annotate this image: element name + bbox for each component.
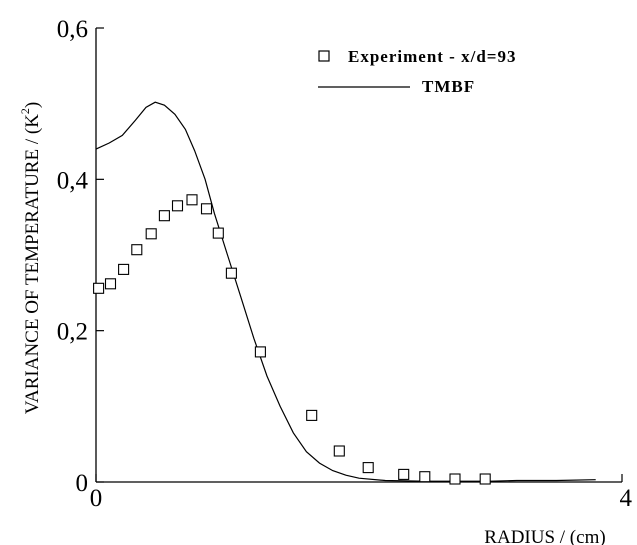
experiment-point [93, 282, 105, 294]
y-tick-label: 0,2 [57, 319, 88, 346]
experiment-point [131, 244, 143, 256]
legend-label-experiment: Experiment - x/d=93 [348, 47, 516, 66]
experiment-point [171, 200, 184, 212]
experiment-point [333, 445, 345, 457]
experiment-point [186, 194, 198, 206]
experiment-point [306, 409, 318, 421]
experiment-series [93, 194, 491, 485]
experiment-point [104, 278, 117, 290]
experiment-point [118, 263, 130, 275]
tmbf-line [95, 101, 596, 482]
x-tick-label: 4 [620, 485, 633, 512]
experiment-point [212, 227, 224, 239]
experiment-point [362, 462, 374, 474]
legend-marker-experiment [318, 50, 330, 62]
y-tick-label: 0,6 [57, 16, 88, 43]
y-tick-label: 0,4 [57, 167, 89, 194]
experiment-point [200, 203, 213, 215]
y-tick-label: 0 [76, 470, 89, 497]
x-axis-title: RADIUS / (cm) [484, 527, 605, 545]
experiment-point [479, 473, 491, 485]
x-tick-label: 0 [90, 485, 103, 512]
experiment-point [254, 346, 266, 358]
experiment-point [145, 228, 157, 240]
tmbf-series [95, 101, 596, 482]
experiment-point [449, 473, 461, 485]
experiment-point [398, 468, 410, 480]
experiment-point [158, 210, 170, 222]
experiment-point [225, 267, 237, 279]
experiment-point [419, 471, 431, 483]
legend: Experiment - x/d=93 TMBF [318, 47, 516, 96]
legend-label-tmbf: TMBF [422, 77, 475, 96]
axis-ticks: 0 0,2 0,4 0,6 0 4 [57, 16, 633, 512]
y-axis-title: VARIANCE OF TEMPERATURE / (K2) [18, 102, 43, 415]
axes [95, 28, 622, 483]
